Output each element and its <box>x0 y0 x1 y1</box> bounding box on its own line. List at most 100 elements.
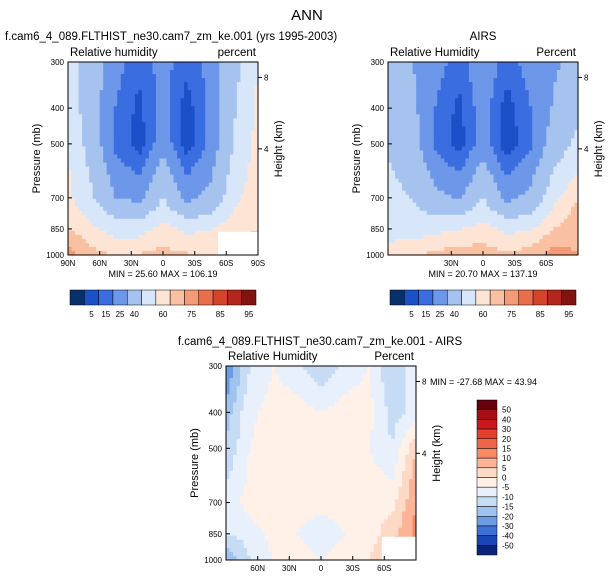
heatmap-cell <box>134 202 139 208</box>
heatmap-cell <box>127 150 132 156</box>
heatmap-cell <box>99 226 104 232</box>
heatmap-cell <box>92 66 97 71</box>
heatmap-cell <box>391 90 396 95</box>
heatmap-cell <box>68 146 73 152</box>
heatmap-cell <box>542 218 547 224</box>
heatmap-cell <box>465 150 470 156</box>
heatmap-cell <box>159 126 164 131</box>
heatmap-cell <box>148 110 154 115</box>
heatmap-cell <box>528 106 533 111</box>
heatmap-cell <box>560 62 565 67</box>
heatmap-cell <box>472 114 477 119</box>
heatmap-cell <box>553 86 558 91</box>
heatmap-cell <box>395 174 400 180</box>
y-tick-label: 300 <box>51 58 65 67</box>
heatmap-cell <box>99 78 104 83</box>
heatmap-cell <box>514 206 519 212</box>
heatmap-cell <box>416 234 421 240</box>
y2-tick-label: 8 <box>264 73 269 82</box>
heatmap-cell <box>120 166 125 172</box>
heatmap-cell <box>103 198 108 204</box>
heatmap-cell <box>184 202 189 208</box>
heatmap-cell <box>504 218 509 224</box>
heatmap-cell <box>229 190 234 196</box>
heatmap-cell <box>518 126 523 131</box>
heatmap-cell <box>117 178 122 184</box>
heatmap-cell <box>528 202 533 208</box>
colorbar-swatch <box>141 289 157 306</box>
heatmap-cell <box>127 226 132 232</box>
heatmap-cell <box>507 118 512 123</box>
heatmap-cell <box>479 170 484 176</box>
heatmap-cell <box>208 142 213 148</box>
heatmap-cell <box>92 62 97 67</box>
heatmap-cell <box>219 102 224 107</box>
heatmap-cell <box>416 202 421 208</box>
heatmap-cell <box>405 194 410 200</box>
heatmap-cell <box>486 218 491 224</box>
heatmap-cell <box>184 146 189 152</box>
heatmap-cell <box>563 62 569 67</box>
heatmap-cell <box>233 210 238 216</box>
heatmap-cell <box>148 238 154 244</box>
heatmap-cell <box>120 122 125 127</box>
heatmap-cell <box>131 90 136 95</box>
heatmap-cell <box>532 82 537 87</box>
heatmap-cell <box>180 234 185 240</box>
heatmap-cell <box>159 250 164 255</box>
heatmap-cell <box>141 74 147 79</box>
heatmap-cell <box>240 106 245 111</box>
heatmap-cell <box>521 130 526 135</box>
heatmap-cell <box>402 146 407 152</box>
heatmap-cell <box>205 218 210 224</box>
heatmap-cell <box>99 170 104 176</box>
heatmap-cell <box>106 86 111 91</box>
heatmap-cell <box>486 190 491 196</box>
heatmap-cell <box>500 214 505 220</box>
heatmap-cell <box>444 98 449 103</box>
heatmap-cell <box>222 190 227 196</box>
heatmap-cell <box>574 202 578 208</box>
heatmap-cell <box>68 86 73 91</box>
heatmap-cell <box>507 190 512 196</box>
heatmap-cell <box>159 194 164 200</box>
heatmap-cell <box>440 114 445 119</box>
heatmap-cell <box>222 70 227 75</box>
heatmap-cell <box>96 170 101 176</box>
heatmap-cell <box>134 90 139 95</box>
heatmap-cell <box>120 178 125 184</box>
heatmap-cell <box>148 162 154 168</box>
heatmap-cell <box>514 230 519 236</box>
heatmap-cell <box>134 150 139 156</box>
heatmap-cell <box>398 162 403 168</box>
heatmap-cell <box>240 186 245 192</box>
heatmap-cell <box>163 218 168 224</box>
heatmap-cell <box>78 118 83 123</box>
heatmap-cell <box>250 114 256 119</box>
heatmap-cell <box>113 98 118 103</box>
heatmap-cell <box>177 142 182 148</box>
heatmap-cell <box>426 82 431 87</box>
heatmap-cell <box>395 206 400 212</box>
heatmap-cell <box>574 230 578 236</box>
heatmap-cell <box>240 154 245 160</box>
heatmap-cell <box>388 206 393 212</box>
heatmap-cell <box>127 250 132 255</box>
heatmap-cell <box>493 186 498 192</box>
heatmap-cell <box>99 162 104 168</box>
heatmap-cell <box>468 182 474 188</box>
heatmap-cell <box>201 166 206 172</box>
heatmap-cell <box>215 110 220 115</box>
heatmap-cell <box>236 142 242 148</box>
heatmap-cell <box>166 106 171 111</box>
heatmap-cell <box>106 178 111 184</box>
heatmap-cell <box>99 126 104 131</box>
heatmap-cell <box>528 174 533 180</box>
heatmap-cell <box>560 122 565 127</box>
heatmap-cell <box>194 226 199 232</box>
heatmap-cell <box>99 234 104 240</box>
heatmap-cell <box>68 154 73 160</box>
heatmap-cell <box>398 126 403 131</box>
heatmap-cell <box>454 178 459 184</box>
heatmap-cell <box>479 194 484 200</box>
